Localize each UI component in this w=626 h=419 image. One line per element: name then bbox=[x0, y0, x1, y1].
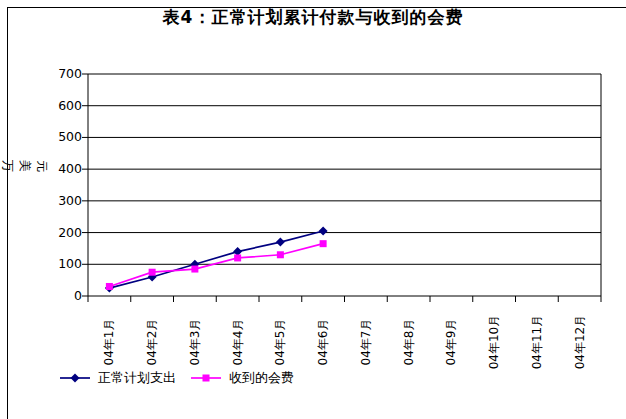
data-point-diamond-icon bbox=[276, 238, 285, 247]
y-tick-label: 0 bbox=[44, 288, 82, 303]
x-tick-label: 04年2月 bbox=[145, 313, 159, 371]
x-tick-label: 04年5月 bbox=[273, 313, 287, 371]
x-tick-label: 04年8月 bbox=[402, 313, 416, 371]
x-tick-label: 04年4月 bbox=[231, 313, 245, 371]
y-tick-label: 200 bbox=[44, 225, 82, 240]
y-tick-label: 700 bbox=[44, 66, 82, 81]
series-line-diamond bbox=[109, 231, 323, 288]
x-tick-label: 04年12月 bbox=[573, 313, 587, 371]
legend-item-series2: 收到的会费 bbox=[191, 369, 294, 387]
data-point-square-icon bbox=[320, 240, 327, 247]
x-tick-label: 04年11月 bbox=[530, 313, 544, 371]
x-tick-label: 04年9月 bbox=[444, 313, 458, 371]
x-tick-label: 04年3月 bbox=[188, 313, 202, 371]
x-tick-label: 04年10月 bbox=[487, 313, 501, 371]
legend-label-series1: 正常计划支出 bbox=[98, 369, 176, 387]
y-tick-label: 100 bbox=[44, 256, 82, 271]
legend-marker-square-icon bbox=[191, 372, 221, 384]
y-tick-label: 600 bbox=[44, 98, 82, 113]
data-point-square-icon bbox=[234, 254, 241, 261]
data-point-square-icon bbox=[149, 269, 156, 276]
chart-screenshot: 表4：正常计划累计付款与收到的会费 万 美 元 7006005004003002… bbox=[0, 0, 626, 419]
y-tick-label: 500 bbox=[44, 129, 82, 144]
y-tick-label: 400 bbox=[44, 161, 82, 176]
legend-marker-diamond-icon bbox=[60, 372, 90, 384]
y-tick-label: 300 bbox=[44, 193, 82, 208]
data-point-square-icon bbox=[106, 283, 113, 290]
x-tick-label: 04年1月 bbox=[102, 313, 116, 371]
legend-label-series2: 收到的会费 bbox=[229, 369, 294, 387]
data-point-diamond-icon bbox=[319, 226, 328, 235]
legend-item-series1: 正常计划支出 bbox=[60, 369, 176, 387]
x-tick-label: 04年7月 bbox=[359, 313, 373, 371]
data-point-square-icon bbox=[191, 266, 198, 273]
legend: 正常计划支出 收到的会费 bbox=[60, 369, 294, 387]
data-point-square-icon bbox=[277, 251, 284, 258]
x-tick-label: 04年6月 bbox=[316, 313, 330, 371]
